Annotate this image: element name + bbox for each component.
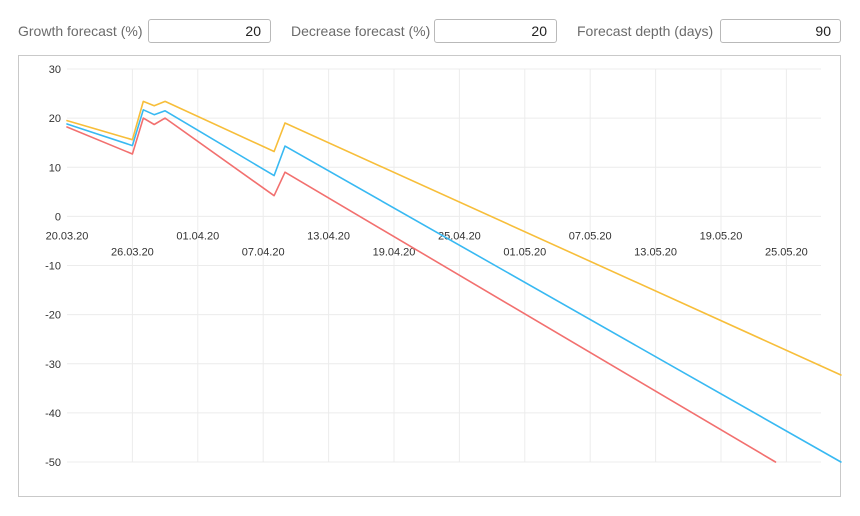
decrease-forecast-label: Decrease forecast (%) xyxy=(291,23,431,39)
y-tick-label: -50 xyxy=(45,457,61,469)
forecast-depth-input[interactable] xyxy=(720,19,841,43)
series-line-2 xyxy=(66,108,842,463)
y-tick-label: -30 xyxy=(45,359,61,371)
forecast-line-chart: 30 20 10 0 -10 -20 -30 -40 -50 20.03.20 26.03.20 01… xyxy=(45,64,842,469)
x-tick-label: 20.03.20 xyxy=(46,230,89,242)
series-line-1 xyxy=(66,100,842,376)
y-tick-label: 20 xyxy=(49,113,61,125)
x-tick-label: 25.05.20 xyxy=(765,246,808,258)
x-tick-label: 07.05.20 xyxy=(569,230,612,242)
y-tick-label: 0 xyxy=(55,211,61,223)
x-tick-label: 01.04.20 xyxy=(176,230,219,242)
decrease-forecast-input[interactable] xyxy=(434,19,557,43)
x-tick-label: 13.05.20 xyxy=(634,246,677,258)
y-tick-label: -20 xyxy=(45,310,61,322)
x-tick-label: 19.05.20 xyxy=(700,230,743,242)
x-tick-label: 07.04.20 xyxy=(242,246,285,258)
y-tick-label: -40 xyxy=(45,408,61,420)
forecast-depth-label: Forecast depth (days) xyxy=(577,23,714,39)
chart-panel: 30 20 10 0 -10 -20 -30 -40 -50 20.03.20 26.03.20 01… xyxy=(18,55,842,497)
growth-forecast-input[interactable] xyxy=(148,19,271,43)
forecast-controls: Growth forecast (%) Decrease forecast (%… xyxy=(0,0,860,56)
series-line-3 xyxy=(66,117,777,463)
x-tick-label: 19.04.20 xyxy=(373,246,416,258)
x-tick-label: 13.04.20 xyxy=(307,230,350,242)
growth-forecast-label: Growth forecast (%) xyxy=(18,23,143,39)
x-tick-label: 01.05.20 xyxy=(503,246,546,258)
y-tick-label: 10 xyxy=(49,162,61,174)
y-tick-label: 30 xyxy=(49,64,61,76)
x-tick-label: 26.03.20 xyxy=(111,246,154,258)
y-tick-label: -10 xyxy=(45,261,61,273)
